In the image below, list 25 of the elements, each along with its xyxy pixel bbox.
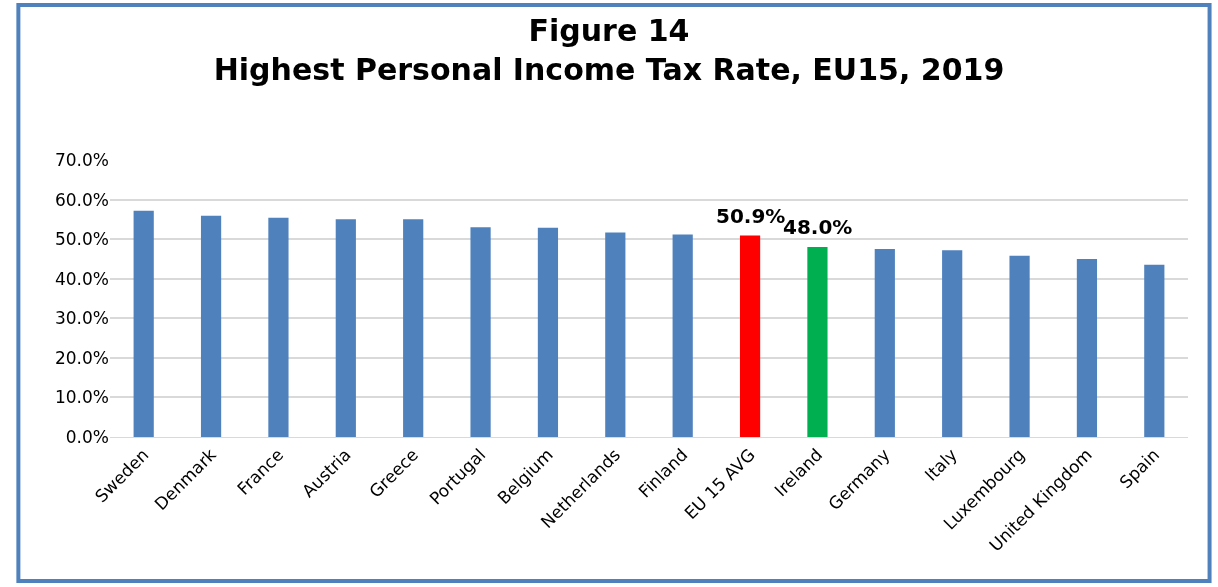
- bar: [268, 217, 289, 437]
- y-tick-label: 70.0%: [54, 149, 109, 170]
- bar: [739, 235, 761, 437]
- bar: [470, 227, 491, 437]
- bar: [672, 234, 693, 437]
- bar: [942, 250, 963, 437]
- bar: [807, 247, 828, 437]
- bar: [335, 219, 356, 437]
- bar: [200, 215, 222, 437]
- bar: [874, 249, 895, 437]
- bar: [605, 232, 626, 437]
- y-tick-label: 50.0%: [54, 229, 109, 250]
- bar: [1144, 264, 1165, 437]
- bar: [537, 227, 559, 437]
- y-tick-label: 20.0%: [54, 347, 109, 368]
- y-tick-label: 40.0%: [54, 268, 109, 289]
- bar: [403, 219, 424, 437]
- chart-title: Figure 14 Highest Personal Income Tax Rate, EU15, 2019: [213, 13, 1005, 88]
- y-tick-label: 10.0%: [54, 387, 109, 408]
- y-tick-label: 30.0%: [54, 308, 109, 329]
- bar: [1076, 258, 1098, 437]
- y-tick-label: 60.0%: [54, 189, 109, 210]
- bar: [133, 210, 154, 437]
- bar: [1009, 255, 1030, 437]
- y-tick-label: 0.0%: [65, 426, 109, 447]
